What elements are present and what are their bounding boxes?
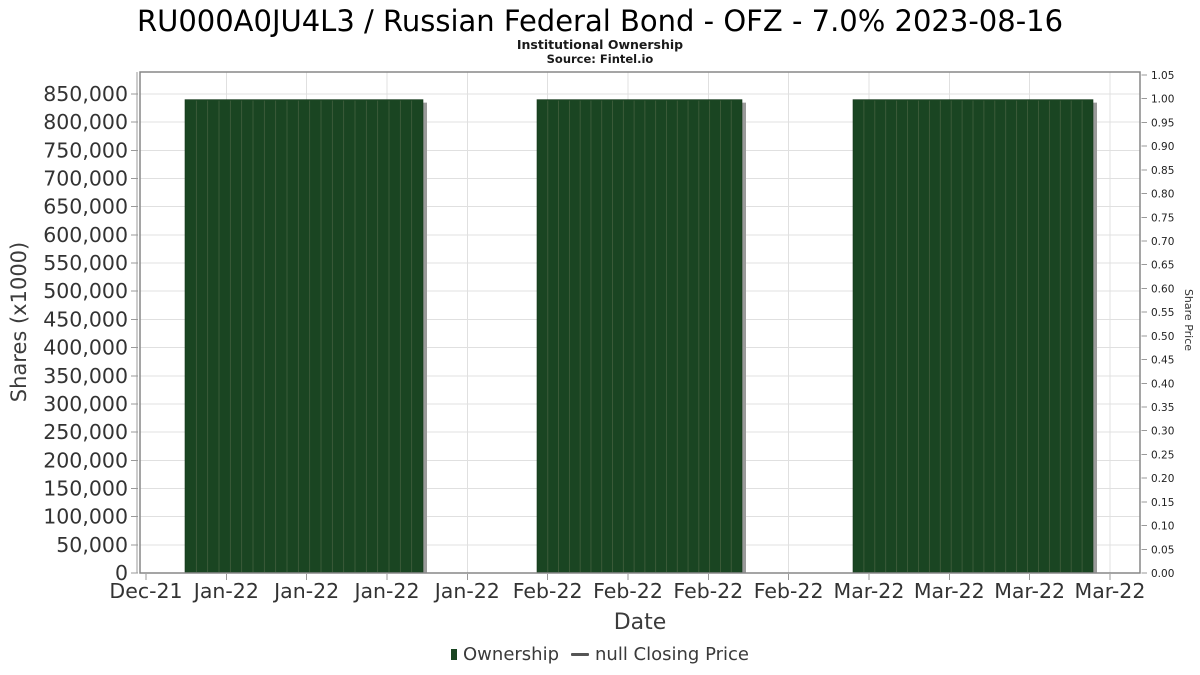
x-axis-tick-label: Jan-22: [272, 579, 339, 603]
legend: Ownership null Closing Price: [0, 644, 1200, 665]
x-axis-tick-label: Mar-22: [1075, 579, 1146, 603]
y-axis-right-tick-label: 0.90: [1151, 141, 1174, 153]
x-axis-tick-label: Mar-22: [834, 579, 905, 603]
y-axis-left-tick-label: 0: [115, 561, 128, 585]
legend-label-closing-price: null Closing Price: [595, 644, 749, 665]
x-axis-title: Date: [614, 610, 667, 635]
legend-label-ownership: Ownership: [463, 644, 560, 665]
y-axis-right-tick-label: 0.15: [1151, 497, 1174, 509]
closing-price-line-icon: [571, 653, 590, 656]
y-axis-left-tick-label: 450,000: [43, 307, 128, 331]
y-axis-right-tick-label: 1.00: [1151, 94, 1174, 106]
y-axis-left-tick-label: 700,000: [43, 167, 128, 191]
legend-item-closing-price[interactable]: null Closing Price: [571, 644, 749, 665]
y-axis-left-tick-label: 750,000: [43, 138, 128, 162]
y-axis-right-tick-label: 0.10: [1151, 521, 1174, 533]
chart-title: RU000A0JU4L3 / Russian Federal Bond - OF…: [136, 4, 1064, 38]
x-axis-tick-label: Jan-22: [352, 579, 419, 603]
x-axis-tick-label: Jan-22: [433, 579, 500, 603]
y-axis-right-title: Share Price: [1182, 289, 1195, 351]
y-axis-right-tick-label: 0.75: [1151, 212, 1174, 224]
y-axis-right-tick-label: 0.40: [1151, 378, 1174, 390]
x-axis-tick-label: Feb-22: [754, 579, 824, 603]
y-axis-left-tick-label: 500,000: [43, 279, 128, 303]
x-axis-tick-label: Feb-22: [673, 579, 743, 603]
plot-border: [139, 71, 1141, 574]
y-axis-right-tick-label: 0.05: [1151, 544, 1174, 556]
y-axis-right-tick-label: 0.60: [1151, 283, 1174, 295]
y-axis-left-tick-label: 250,000: [43, 420, 128, 444]
y-axis-right-tick-label: 0.35: [1151, 402, 1174, 414]
y-axis-right-tick-label: 0.00: [1151, 568, 1174, 580]
y-axis-right-tick-label: 1.05: [1151, 70, 1174, 82]
y-axis-left-tick-label: 300,000: [43, 392, 128, 416]
bar-group-jan-22[interactable]: [184, 99, 424, 574]
y-axis-right-tick-label: 0.45: [1151, 355, 1174, 367]
y-axis-left-tick-label: 400,000: [43, 336, 128, 360]
bar-group-feb-22[interactable]: [536, 99, 743, 574]
ownership-bar-swatch-icon: [451, 649, 458, 660]
x-axis-tick-label: Feb-22: [593, 579, 663, 603]
y-axis-left-tick-label: 200,000: [43, 448, 128, 472]
y-axis-right-tick-label: 0.55: [1151, 307, 1174, 319]
y-axis-left-tick-label: 800,000: [43, 110, 128, 134]
y-axis-left-tick-label: 350,000: [43, 364, 128, 388]
y-axis-right-tick-label: 0.30: [1151, 426, 1174, 438]
y-axis-right-tick-label: 0.25: [1151, 449, 1174, 461]
y-axis-right-tick-label: 0.80: [1151, 189, 1174, 201]
x-axis-tick-label: Mar-22: [914, 579, 985, 603]
chart-subtitle: Institutional Ownership: [516, 37, 684, 52]
chart-source-note: Source: Fintel.io: [546, 52, 654, 66]
y-axis-right-tick-label: 0.65: [1151, 260, 1174, 272]
y-axis-right-tick-label: 0.50: [1151, 331, 1174, 343]
y-axis-right-tick-label: 0.85: [1151, 165, 1174, 177]
y-axis-left-tick-label: 650,000: [43, 195, 128, 219]
x-axis-tick-label: Dec-21: [109, 579, 182, 603]
y-axis-left-tick-label: 550,000: [43, 251, 128, 275]
x-axis-tick-label: Jan-22: [192, 579, 259, 603]
y-axis-left-tick-label: 100,000: [43, 505, 128, 529]
y-axis-left-tick-label: 50,000: [56, 533, 128, 557]
y-axis-left-tick-label: 850,000: [43, 82, 128, 106]
y-axis-right-tick-label: 0.95: [1151, 117, 1174, 129]
x-axis-tick-label: Feb-22: [513, 579, 583, 603]
x-axis-tick-label: Mar-22: [994, 579, 1065, 603]
y-axis-right-tick-label: 0.70: [1151, 236, 1174, 248]
legend-item-ownership[interactable]: Ownership: [451, 644, 559, 665]
y-axis-left-tick-label: 600,000: [43, 223, 128, 247]
y-axis-left-tick-label: 150,000: [43, 476, 128, 500]
y-axis-right-tick-label: 0.20: [1151, 473, 1174, 485]
y-axis-left-title: Shares (x1000): [7, 242, 31, 402]
